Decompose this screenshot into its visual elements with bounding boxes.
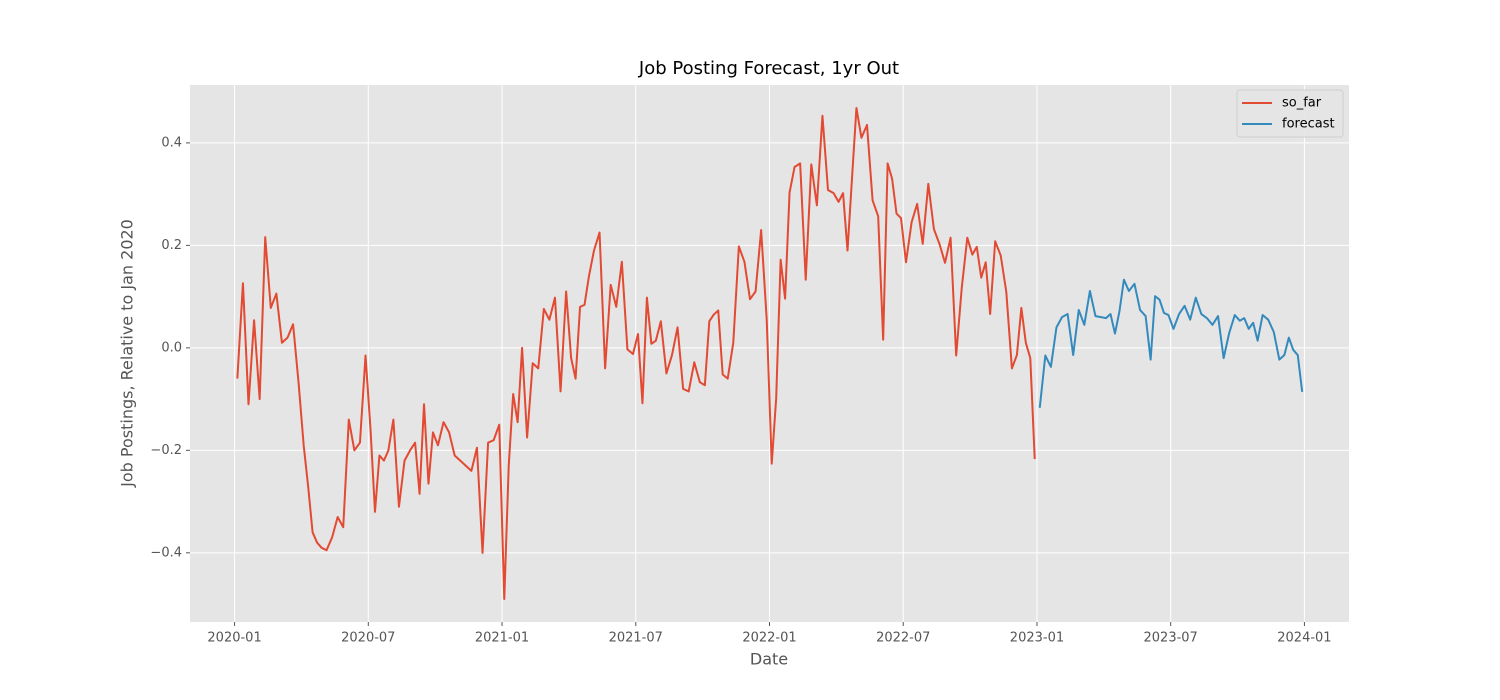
x-tick-label: 2022-01 — [742, 631, 796, 646]
series-line — [1038, 278, 1304, 408]
legend-label: so_far — [1282, 96, 1322, 111]
x-tick-label: 2021-01 — [475, 631, 529, 646]
x-axis-label: Date — [750, 650, 788, 669]
chart-title: Job Posting Forecast, 1yr Out — [638, 58, 899, 79]
series-line — [236, 107, 1036, 600]
y-tick-label: −0.2 — [150, 443, 182, 458]
y-tick-label: 0.2 — [161, 238, 182, 253]
x-tick-label: 2020-07 — [341, 631, 395, 646]
y-tick-label: 0.4 — [161, 135, 182, 150]
x-tick-label: 2023-07 — [1144, 631, 1198, 646]
legend-label: forecast — [1282, 117, 1335, 132]
x-tick-label: 2023-01 — [1010, 631, 1064, 646]
legend-box — [1236, 89, 1344, 138]
x-tick-label: 2021-07 — [609, 631, 663, 646]
y-tick-label: −0.4 — [150, 545, 182, 560]
grid — [190, 85, 1349, 622]
lines — [236, 107, 1304, 600]
y-axis-label: Job Postings, Relative to Jan 2020 — [118, 219, 137, 488]
y-tick-label: 0.0 — [161, 340, 182, 355]
x-tick-label: 2024-01 — [1277, 631, 1331, 646]
x-tick-label: 2022-07 — [876, 631, 930, 646]
legend: so_far forecast — [1236, 89, 1344, 138]
x-tick-label: 2020-01 — [207, 631, 261, 646]
